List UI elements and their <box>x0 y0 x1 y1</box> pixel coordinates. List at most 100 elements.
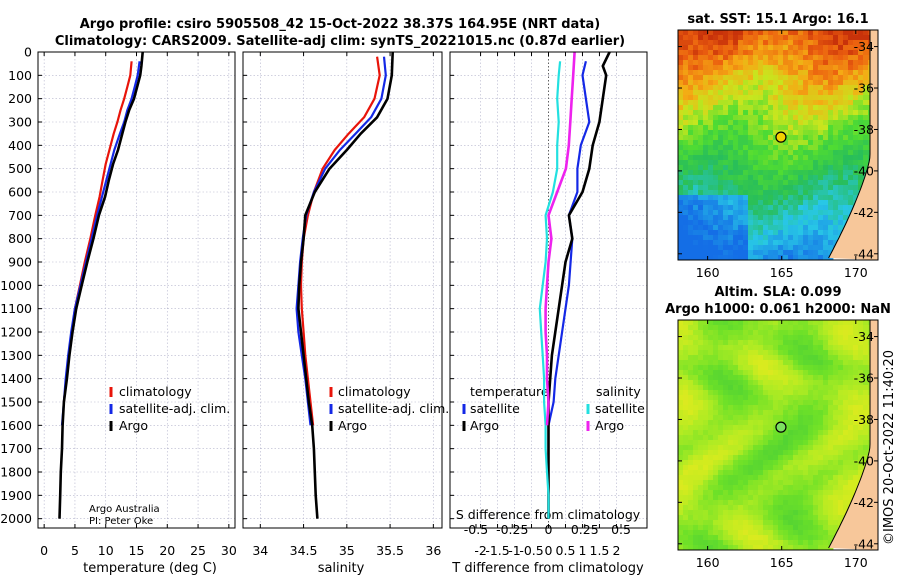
raster-cell <box>858 440 864 446</box>
difference-panel: T difference from climatology S differen… <box>449 51 648 576</box>
raster-cell <box>788 90 794 96</box>
raster-cell <box>783 320 789 326</box>
raster-cell <box>803 115 809 121</box>
raster-cell <box>838 465 844 471</box>
raster-cell <box>708 425 714 431</box>
raster-cell <box>703 365 709 371</box>
raster-cell <box>823 120 829 126</box>
raster-cell <box>788 370 794 376</box>
raster-cell <box>708 470 714 476</box>
raster-cell <box>733 455 739 461</box>
raster-cell <box>843 320 849 326</box>
raster-cell <box>718 255 724 261</box>
raster-cell <box>863 350 869 356</box>
raster-cell <box>783 460 789 466</box>
raster-cell <box>833 530 839 536</box>
raster-cell <box>753 535 759 541</box>
raster-cell <box>708 350 714 356</box>
raster-cell <box>723 480 729 486</box>
raster-cell <box>783 500 789 506</box>
raster-cell <box>798 430 804 436</box>
raster-cell <box>748 360 754 366</box>
raster-cell <box>813 170 819 176</box>
raster-cell <box>743 195 749 201</box>
raster-cell <box>768 495 774 501</box>
x-tick-label: 30 <box>221 543 237 558</box>
raster-cell <box>813 115 819 121</box>
raster-cell <box>708 500 714 506</box>
raster-cell <box>833 395 839 401</box>
raster-cell <box>838 345 844 351</box>
raster-cell <box>808 435 814 441</box>
x-tick-label: 0 <box>545 543 553 558</box>
raster-cell <box>793 160 799 166</box>
raster-cell <box>798 470 804 476</box>
raster-cell <box>713 190 719 196</box>
raster-cell <box>863 405 869 411</box>
raster-cell <box>723 165 729 171</box>
raster-cell <box>698 45 704 51</box>
raster-cell <box>768 350 774 356</box>
raster-cell <box>838 405 844 411</box>
raster-cell <box>808 470 814 476</box>
raster-cell <box>798 215 804 221</box>
raster-cell <box>813 455 819 461</box>
raster-cell <box>698 495 704 501</box>
raster-cell <box>748 85 754 91</box>
raster-cell <box>738 515 744 521</box>
raster-cell <box>743 350 749 356</box>
raster-cell <box>683 115 689 121</box>
raster-cell <box>833 475 839 481</box>
raster-cell <box>773 540 779 546</box>
raster-cell <box>743 375 749 381</box>
lon-tick-label: 165 <box>770 265 794 280</box>
raster-cell <box>703 540 709 546</box>
raster-cell <box>763 430 769 436</box>
raster-cell <box>773 150 779 156</box>
t-difference-xlabel: T difference from climatology <box>451 561 644 576</box>
raster-cell <box>683 520 689 526</box>
raster-cell <box>678 170 684 176</box>
raster-cell <box>698 85 704 91</box>
raster-cell <box>783 140 789 146</box>
raster-cell <box>773 430 779 436</box>
raster-cell <box>808 375 814 381</box>
raster-cell <box>808 200 814 206</box>
raster-cell <box>788 205 794 211</box>
raster-cell <box>858 425 864 431</box>
raster-cell <box>818 135 824 141</box>
raster-cell <box>753 455 759 461</box>
raster-cell <box>678 55 684 61</box>
raster-cell <box>733 250 739 256</box>
raster-cell <box>703 70 709 76</box>
raster-cell <box>793 470 799 476</box>
raster-cell <box>703 195 709 201</box>
raster-cell <box>723 395 729 401</box>
raster-cell <box>783 190 789 196</box>
raster-cell <box>703 500 709 506</box>
raster-cell <box>833 90 839 96</box>
raster-cell <box>763 415 769 421</box>
raster-cell <box>813 85 819 91</box>
raster-cell <box>768 95 774 101</box>
raster-cell <box>783 30 789 36</box>
raster-cell <box>833 225 839 231</box>
raster-cell <box>713 475 719 481</box>
raster-cell <box>693 530 699 536</box>
raster-cell <box>723 435 729 441</box>
raster-cell <box>803 95 809 101</box>
sla-raster <box>678 320 874 551</box>
raster-cell <box>743 510 749 516</box>
raster-cell <box>683 435 689 441</box>
raster-cell <box>838 180 844 186</box>
x-tick-label: 36 <box>425 543 441 558</box>
raster-cell <box>678 395 684 401</box>
raster-cell <box>738 105 744 111</box>
raster-cell <box>733 505 739 511</box>
raster-cell <box>723 220 729 226</box>
raster-cell <box>803 545 809 551</box>
raster-cell <box>753 85 759 91</box>
raster-cell <box>728 520 734 526</box>
raster-cell <box>818 105 824 111</box>
raster-cell <box>808 180 814 186</box>
